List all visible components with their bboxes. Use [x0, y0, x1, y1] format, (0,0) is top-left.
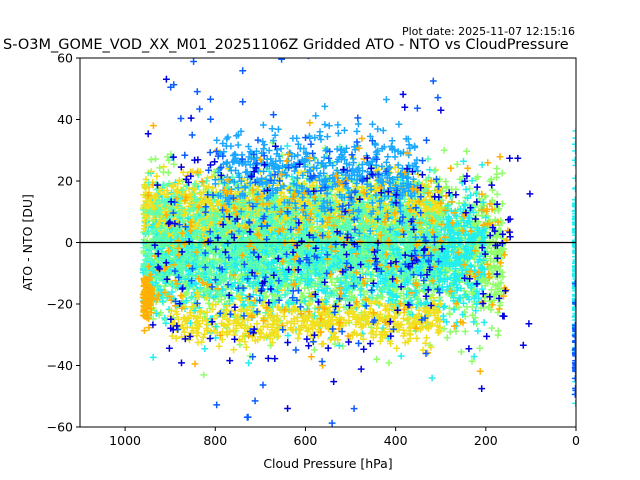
x-axis-ticks: 1000 800 600 400 200 0 [109, 427, 580, 448]
plot-date: Plot date: 2025-11-07 12:15:16 [402, 25, 575, 38]
x-tick-label: 400 [384, 433, 408, 448]
y-tick-label: 40 [57, 112, 73, 127]
y-axis-label: ATO - NTO [DU] [20, 194, 35, 291]
x-tick-label: 0 [572, 433, 580, 448]
y-tick-label: −40 [47, 358, 73, 373]
x-axis-label: Cloud Pressure [hPa] [263, 456, 392, 471]
x-tick-label: 800 [203, 433, 227, 448]
y-axis-ticks: 60 40 20 0 −20 −40 −60 [47, 51, 80, 435]
y-tick-label: −20 [47, 297, 73, 312]
series-left-edge-orange [139, 271, 156, 334]
y-tick-label: 20 [57, 174, 73, 189]
data-points [139, 58, 576, 427]
series-outlier-darkblue [144, 75, 534, 412]
x-tick-label: 600 [294, 433, 318, 448]
x-tick-label: 200 [474, 433, 498, 448]
y-tick-label: 0 [65, 235, 73, 250]
series-lower-yellow [167, 283, 444, 354]
x-tick-label: 1000 [109, 433, 141, 448]
series-orange [144, 119, 512, 375]
y-tick-label: −60 [47, 420, 73, 435]
y-tick-label: 60 [57, 51, 73, 66]
chart-title: S-O3M_GOME_VOD_XX_M01_20251106Z Gridded … [3, 37, 569, 53]
